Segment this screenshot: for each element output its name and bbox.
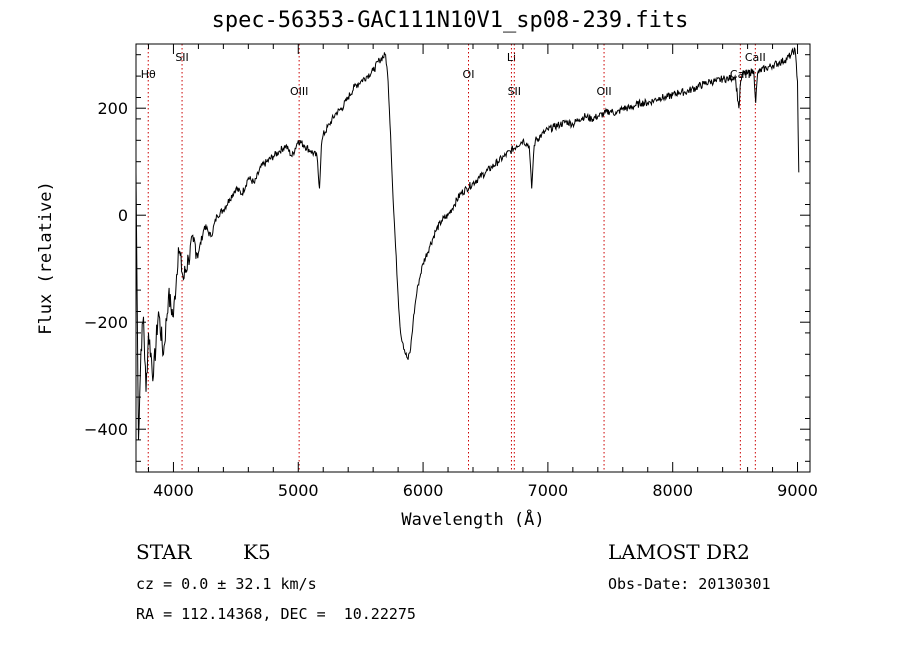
marker-label: SII (508, 85, 521, 98)
observation-date: Obs-Date: 20130301 (608, 575, 771, 593)
marker-label: Hθ (141, 68, 156, 81)
x-tick-label: 4000 (153, 481, 194, 500)
x-tick-label: 5000 (278, 481, 319, 500)
x-axis-label: Wavelength (Å) (401, 510, 545, 530)
marker-label: Li (507, 51, 516, 64)
plot-frame (135, 43, 811, 473)
chart-title: spec-56353-GAC111N10V1_sp08-239.fits (211, 8, 689, 33)
spectrum-line (135, 47, 800, 440)
y-tick-label: 200 (97, 99, 128, 118)
redshift-readout: cz = 0.0 ± 32.1 km/s (136, 575, 317, 593)
x-tick-label: 6000 (403, 481, 444, 500)
y-axis-label: Flux (relative) (36, 181, 56, 335)
object-class: STAR (136, 540, 192, 564)
spectrum-line-layer (135, 47, 800, 440)
object-subclass: K5 (243, 540, 271, 564)
marker-label: CaII (745, 51, 766, 64)
sky-coordinates: RA = 112.14368, DEC = 10.22275 (136, 605, 416, 623)
marker-label: OI (463, 68, 475, 81)
x-tick-label: 7000 (528, 481, 569, 500)
y-tick-label: 0 (118, 206, 128, 225)
axis-ticks: 4000 5000 6000 7000 8000 9000 −400 −200 0 200 (84, 44, 818, 500)
y-tick-label: −400 (84, 420, 128, 439)
survey-name: LAMOST DR2 (608, 540, 750, 564)
y-tick-label: −200 (84, 313, 128, 332)
x-tick-label: 9000 (777, 481, 818, 500)
marker-label: OII (596, 85, 611, 98)
x-tick-label: 8000 (652, 481, 693, 500)
marker-label: SII (175, 51, 188, 64)
marker-label: OIII (290, 85, 308, 98)
